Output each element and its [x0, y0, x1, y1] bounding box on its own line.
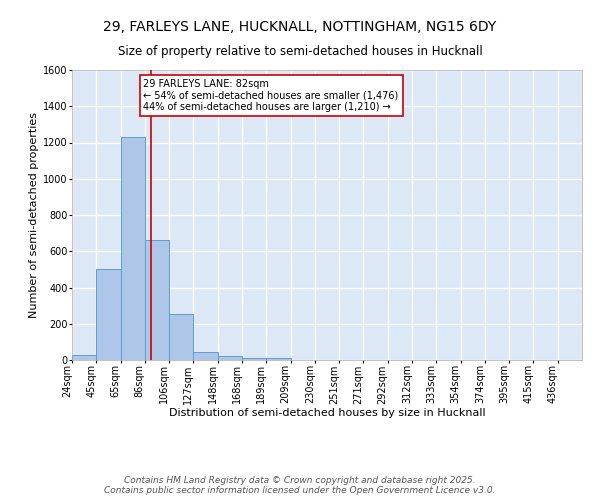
Bar — [218, 356, 242, 360]
Bar — [121, 137, 145, 360]
Text: 29, FARLEYS LANE, HUCKNALL, NOTTINGHAM, NG15 6DY: 29, FARLEYS LANE, HUCKNALL, NOTTINGHAM, … — [103, 20, 497, 34]
Text: 29 FARLEYS LANE: 82sqm
← 54% of semi-detached houses are smaller (1,476)
44% of : 29 FARLEYS LANE: 82sqm ← 54% of semi-det… — [143, 78, 398, 112]
Bar — [169, 314, 193, 360]
Bar — [72, 354, 96, 360]
Bar — [266, 358, 290, 360]
Bar — [96, 270, 121, 360]
Text: Contains HM Land Registry data © Crown copyright and database right 2025.
Contai: Contains HM Land Registry data © Crown c… — [104, 476, 496, 495]
Y-axis label: Number of semi-detached properties: Number of semi-detached properties — [29, 112, 39, 318]
Bar — [242, 358, 266, 360]
X-axis label: Distribution of semi-detached houses by size in Hucknall: Distribution of semi-detached houses by … — [169, 408, 485, 418]
Bar — [145, 240, 169, 360]
Text: Size of property relative to semi-detached houses in Hucknall: Size of property relative to semi-detach… — [118, 45, 482, 58]
Bar — [193, 352, 218, 360]
